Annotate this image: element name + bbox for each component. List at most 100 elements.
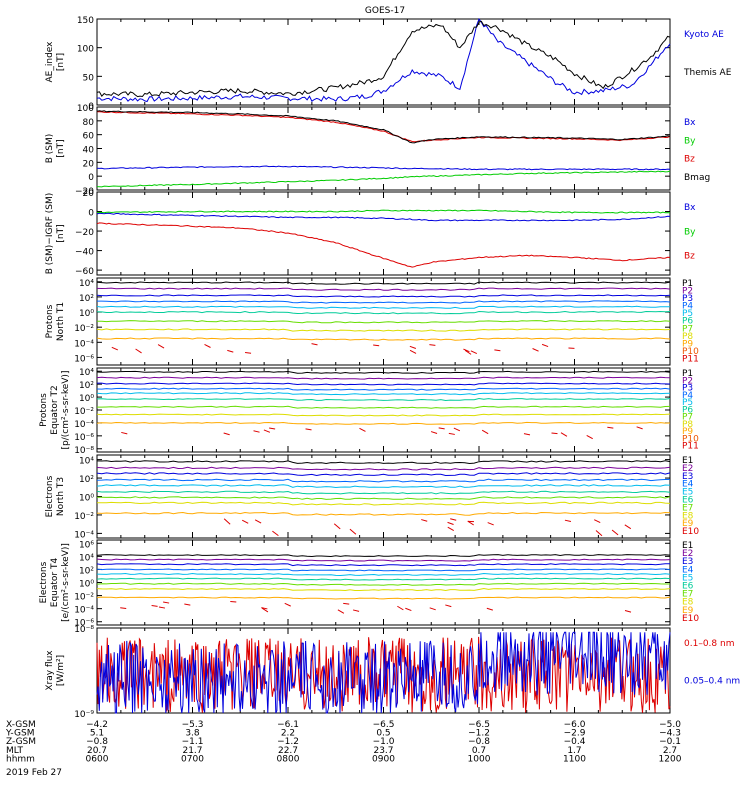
flux-channel-line [96, 577, 671, 581]
legend-entry: E1 [682, 541, 693, 551]
sparse-channel-fragment [311, 343, 318, 346]
panel-frame [96, 106, 671, 191]
sparse-channel-fragment [494, 349, 501, 352]
x-axis-value: 20.7 [87, 746, 107, 756]
x-axis-value: −0.8 [86, 737, 108, 747]
y-tick-label: −20 [75, 228, 94, 238]
y-tick-label: 10⁰ [79, 494, 94, 504]
series-line [96, 209, 671, 214]
x-axis-value: 22.7 [278, 746, 298, 756]
legend-entry: E6 [682, 496, 694, 506]
y-tick-label: 10⁴ [79, 368, 94, 378]
sparse-channel-fragment [163, 601, 170, 604]
sparse-channel-fragment [253, 430, 260, 433]
sparse-channel-fragment [409, 349, 417, 354]
x-axis-value: −5.3 [182, 720, 204, 730]
sparse-channel-fragment [429, 607, 436, 611]
y-tick-label: 50 [83, 73, 95, 83]
x-axis-value: 5.1 [90, 729, 104, 739]
legend-entry: Bx [684, 118, 696, 128]
x-axis-value: 23.7 [373, 746, 393, 756]
x-axis-value: −1.1 [182, 737, 204, 747]
flux-channel-line [96, 305, 671, 309]
flux-channel-line [97, 300, 671, 304]
panel-3: 20 0 −20 −40 −60 B (SM)−IGRF (SM) [nT] Bx By Bz [45, 189, 696, 277]
x-axis-value: −0.8 [468, 737, 490, 747]
sparse-channel-fragment [607, 426, 614, 429]
legend-entry: E9 [682, 606, 694, 616]
sparse-channel-fragment [438, 427, 445, 430]
legend-entry: P10 [682, 347, 699, 357]
sparse-channel-fragment [464, 349, 472, 355]
y-tick-label: 0 [88, 173, 94, 183]
y-tick-label: 10⁻⁸ [74, 625, 94, 635]
panel-5: 10⁴ 10² 10⁰ 10⁻² 10⁻⁴ 10⁻⁶ 10⁻⁸ Protons Equator … [39, 367, 699, 456]
y-tick-label: 10⁻⁶ [74, 354, 94, 364]
x-axis-value: 0600 [86, 754, 109, 764]
sparse-channel-fragment [463, 348, 470, 353]
series-line [96, 110, 671, 144]
y-tick-label: 10⁻² [74, 324, 94, 334]
x-axis-value: −1.2 [468, 729, 490, 739]
x-axis-row-label: Z-GSM [6, 737, 36, 747]
x-axis-value: 0700 [181, 754, 204, 764]
flux-channel-line [96, 563, 670, 567]
y-tick-label: 10⁻⁴ [74, 530, 94, 540]
sparse-channel-fragment [263, 429, 271, 433]
sparse-channel-fragment [532, 348, 539, 352]
y-tick-label: 10² [79, 381, 94, 391]
x-axis-row-label: X-GSM [6, 720, 36, 730]
flux-channel-line [96, 392, 671, 396]
flux-channel-line [96, 568, 671, 572]
sparse-channel-fragment [636, 426, 643, 430]
legend-entry: E5 [682, 488, 693, 498]
legend-entry: Bx [684, 203, 696, 213]
sparse-channel-fragment [486, 607, 493, 611]
legend-entry: P6 [682, 405, 693, 415]
legend-entry: E9 [682, 519, 694, 529]
legend-entry: P7 [682, 413, 693, 423]
y-axis-label: Electrons [45, 475, 55, 517]
y-tick-label: 60 [83, 132, 95, 142]
flux-channel-line [96, 472, 671, 477]
legend-entry: E8 [682, 598, 694, 608]
y-axis-label: AE_index [45, 41, 55, 83]
y-tick-label: 10⁻² [74, 593, 94, 603]
legend-entry: P4 [682, 302, 693, 312]
sparse-channel-fragment [450, 518, 457, 521]
sparse-channel-fragment [269, 427, 276, 430]
flux-channel-line [96, 466, 671, 471]
sparse-channel-fragment [349, 528, 357, 535]
y-axis-label: Xray flux [45, 650, 55, 691]
legend-entry: P6 [682, 317, 693, 327]
sparse-channel-fragment [429, 344, 436, 346]
legend-entry: E6 [682, 582, 694, 592]
x-axis-value: −0.1 [659, 737, 681, 747]
flux-channel-line [96, 287, 671, 291]
sparse-channel-fragment [445, 604, 452, 608]
panel-7: 10⁶ 10⁴ 10² 10⁰ 10⁻² 10⁻⁴ 10⁻⁶ Electrons Equator… [39, 539, 699, 629]
flux-channel-line [96, 496, 671, 500]
flux-channel-line [97, 382, 671, 386]
legend-entry: By [684, 136, 696, 146]
flux-channel-line [96, 310, 671, 315]
flux-channel-line [96, 413, 671, 417]
y-tick-label: 20 [83, 159, 95, 169]
legend-entry: 0.05–0.4 nm [684, 677, 740, 687]
legend-entry: 0.1–0.8 nm [684, 639, 734, 649]
legend-entry: P1 [682, 369, 693, 379]
sparse-channel-fragment [254, 519, 262, 524]
x-axis-value: 3.8 [185, 729, 200, 739]
sparse-channel-fragment [421, 519, 428, 522]
y-axis-label: Protons [45, 304, 55, 338]
series-line [96, 212, 671, 222]
y-tick-label: −20 [75, 187, 94, 197]
sparse-channel-fragment [230, 600, 237, 603]
legend-entry: P11 [682, 354, 699, 364]
y-tick-label: 10² [79, 475, 94, 485]
legend-entry: E4 [682, 565, 694, 575]
legend-entry: Bz [684, 155, 695, 165]
flux-channel-line [96, 511, 671, 516]
